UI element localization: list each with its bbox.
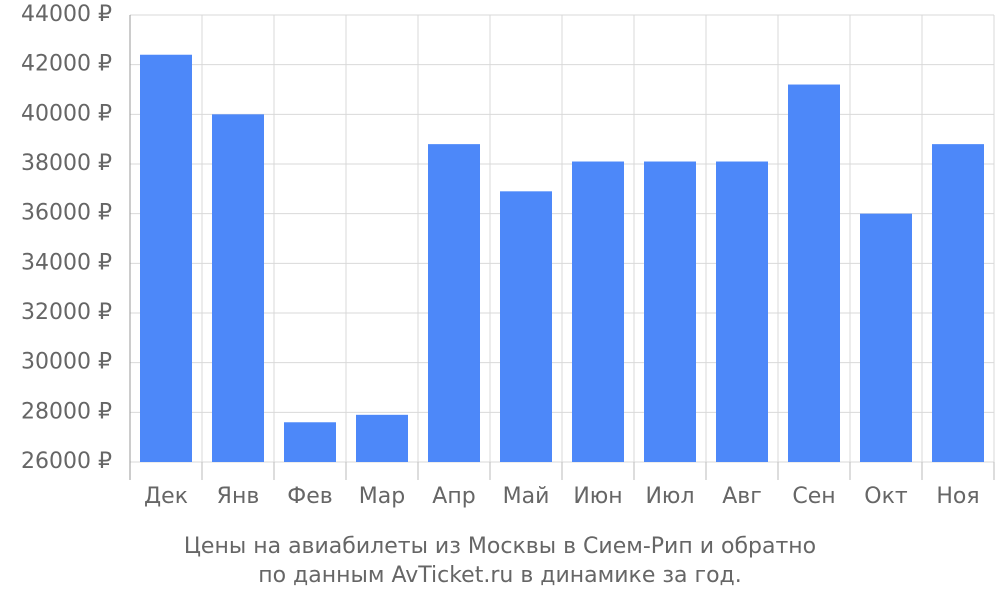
x-tick-label: Сен — [792, 484, 835, 509]
bar — [932, 144, 984, 462]
x-tick-label: Мар — [359, 484, 405, 509]
bar — [284, 422, 336, 462]
chart-title: Цены на авиабилеты из Москвы в Сием-Рип … — [184, 534, 816, 559]
x-tick-label: Фев — [287, 484, 332, 509]
y-tick-label: 42000 ₽ — [21, 52, 112, 77]
x-tick-label: Янв — [217, 484, 260, 509]
y-tick-label: 36000 ₽ — [21, 201, 112, 226]
chart-subtitle: по данным AvTicket.ru в динамике за год. — [258, 563, 742, 588]
bar — [212, 114, 264, 462]
bar — [644, 161, 696, 462]
bar — [356, 414, 408, 462]
y-tick-label: 44000 ₽ — [21, 2, 112, 27]
x-tick-label: Июл — [645, 484, 694, 509]
y-tick-label: 28000 ₽ — [21, 399, 112, 424]
bar — [428, 144, 480, 462]
y-tick-label: 32000 ₽ — [21, 300, 112, 325]
x-tick-label: Апр — [432, 484, 475, 509]
x-tick-label: Июн — [573, 484, 622, 509]
x-tick-label: Окт — [864, 484, 908, 509]
y-tick-label: 34000 ₽ — [21, 250, 112, 275]
bar — [860, 213, 912, 462]
bar — [716, 161, 768, 462]
y-tick-label: 26000 ₽ — [21, 449, 112, 474]
bar — [500, 191, 552, 463]
x-tick-label: Ноя — [936, 484, 979, 509]
bar — [572, 161, 624, 462]
y-tick-label: 38000 ₽ — [21, 151, 112, 176]
bar — [788, 84, 840, 463]
x-tick-label: Май — [503, 484, 550, 509]
y-tick-label: 30000 ₽ — [21, 350, 112, 375]
bar — [140, 54, 192, 462]
x-tick-label: Авг — [722, 484, 762, 509]
y-tick-label: 40000 ₽ — [21, 101, 112, 126]
x-tick-label: Дек — [144, 484, 188, 509]
